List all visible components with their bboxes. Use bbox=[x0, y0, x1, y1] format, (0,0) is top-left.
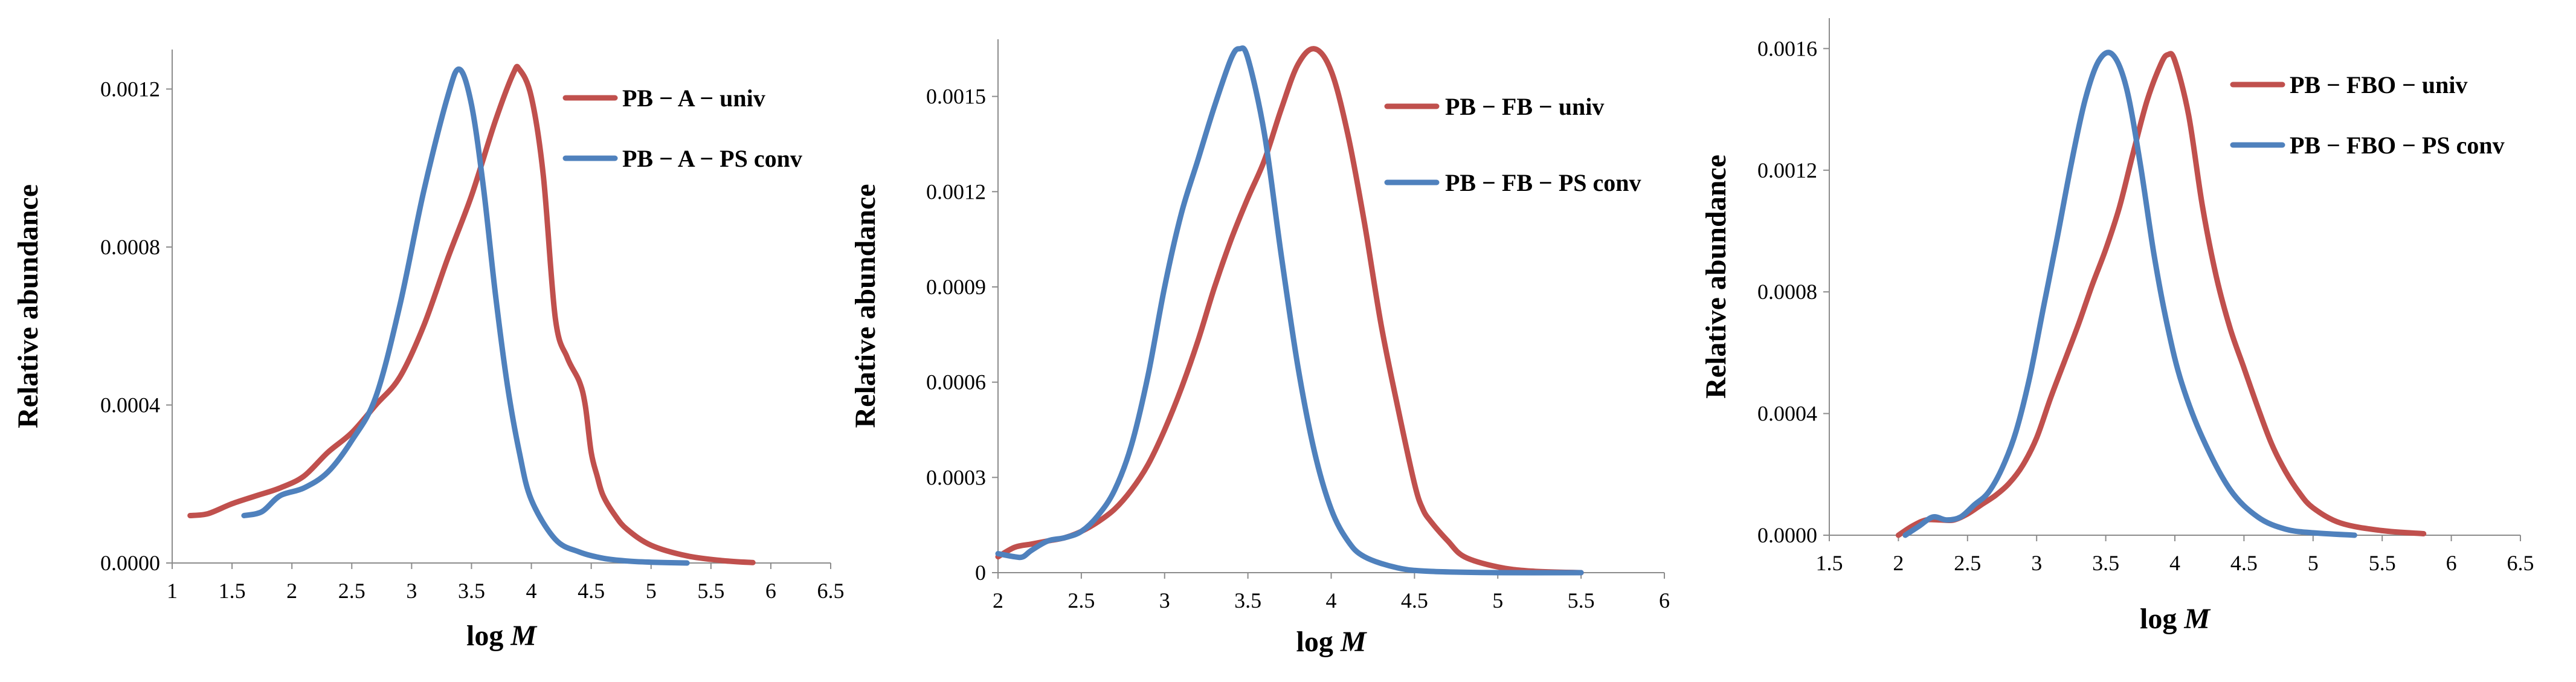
y-tick-label: 0.0016 bbox=[1757, 36, 1817, 60]
y-tick-label: 0.0000 bbox=[1757, 523, 1817, 547]
y-tick-label: 0 bbox=[975, 561, 986, 585]
x-tick-label: 2.5 bbox=[1067, 588, 1095, 613]
x-tick-label: 2.5 bbox=[338, 579, 365, 603]
x-tick-label: 1 bbox=[167, 579, 178, 603]
x-tick-label: 5.5 bbox=[2369, 551, 2396, 575]
y-tick-label: 0.0008 bbox=[100, 235, 160, 259]
series-line-psconv bbox=[1902, 50, 2357, 538]
x-tick-label: 5.5 bbox=[697, 579, 724, 603]
x-axis-title-variable: M bbox=[2183, 603, 2211, 635]
legend-label-psconv: PB − FBO − PS conv bbox=[2290, 132, 2505, 159]
x-tick-label: 5.5 bbox=[1568, 588, 1595, 613]
x-tick-label: 5 bbox=[1492, 588, 1503, 613]
chart-panel-3: 0.0000 0.0004 0.0008 0.0012 0.0016 1.5 2 2.5 3 3.… bbox=[1700, 18, 2534, 635]
y-tick-label: 0.0000 bbox=[100, 551, 160, 575]
x-axis-title-variable: M bbox=[1340, 626, 1368, 658]
x-tick-label: 6.5 bbox=[817, 579, 845, 603]
x-tick-label: 2 bbox=[1893, 551, 1904, 575]
y-tick-label: 0.0012 bbox=[926, 179, 986, 204]
chart-panel-2: 0 0.0003 0.0006 0.0009 0.0012 0.0015 2 2.5 3 3.5 4… bbox=[849, 39, 1670, 658]
y-tick-label: 0.0004 bbox=[100, 393, 160, 417]
x-tick-label: 2.5 bbox=[1954, 551, 1981, 575]
y-axis-title: Relative abundance bbox=[1700, 155, 1732, 399]
y-tick-label: 0.0004 bbox=[1757, 402, 1817, 426]
legend-label-psconv: PB − A − PS conv bbox=[622, 145, 802, 172]
legend-label-univ: PB − FB − univ bbox=[1445, 93, 1604, 120]
x-tick-label: 4 bbox=[1326, 588, 1337, 613]
chart-panel-1: 0.0000 0.0004 0.0008 0.0012 1 1.5 2 2.5 3 3.5 4 4.5… bbox=[12, 50, 845, 652]
x-tick-label: 4.5 bbox=[2230, 551, 2258, 575]
x-tick-label: 4 bbox=[2169, 551, 2180, 575]
x-tick-label: 2 bbox=[286, 579, 297, 603]
x-axis-title: log M bbox=[466, 620, 538, 652]
x-axis-title-prefix: log bbox=[1296, 626, 1340, 658]
x-tick-label: 3.5 bbox=[458, 579, 485, 603]
x-tick-label: 3.5 bbox=[2092, 551, 2119, 575]
x-tick-label: 5 bbox=[646, 579, 657, 603]
series-line-univ bbox=[1895, 51, 2427, 538]
series-line-psconv bbox=[241, 66, 690, 566]
x-tick-label: 1.5 bbox=[1816, 551, 1843, 575]
y-axis-title: Relative abundance bbox=[12, 184, 44, 428]
y-tick-label: 0.0015 bbox=[926, 85, 986, 109]
legend-label-univ: PB − A − univ bbox=[622, 85, 765, 112]
x-tick-label: 3 bbox=[1159, 588, 1170, 613]
x-tick-label: 6.5 bbox=[2507, 551, 2534, 575]
y-tick-label: 0.0012 bbox=[100, 77, 160, 101]
x-tick-label: 4.5 bbox=[578, 579, 605, 603]
x-tick-label: 2 bbox=[993, 588, 1003, 613]
legend-label-psconv: PB − FB − PS conv bbox=[1445, 169, 1641, 196]
x-axis-title-variable: M bbox=[510, 620, 538, 652]
y-tick-label: 0.0012 bbox=[1757, 158, 1817, 182]
x-axis-title: log M bbox=[2140, 603, 2211, 635]
x-axis-title-prefix: log bbox=[2140, 603, 2184, 635]
x-tick-label: 6 bbox=[765, 579, 776, 603]
y-tick-label: 0.0009 bbox=[926, 275, 986, 299]
x-tick-label: 4.5 bbox=[1401, 588, 1428, 613]
series-line-univ bbox=[187, 63, 756, 565]
y-tick-label: 0.0006 bbox=[926, 370, 986, 394]
x-tick-label: 3.5 bbox=[1234, 588, 1261, 613]
x-axis-title-prefix: log bbox=[466, 620, 510, 652]
x-tick-label: 3 bbox=[406, 579, 417, 603]
x-tick-label: 6 bbox=[1659, 588, 1670, 613]
y-tick-label: 0.0003 bbox=[926, 465, 986, 489]
x-tick-label: 4 bbox=[526, 579, 537, 603]
x-tick-label: 5 bbox=[2308, 551, 2319, 575]
x-tick-label: 6 bbox=[2446, 551, 2457, 575]
x-tick-label: 1.5 bbox=[219, 579, 246, 603]
y-axis-title: Relative abundance bbox=[849, 184, 881, 428]
legend-label-univ: PB − FBO − univ bbox=[2290, 71, 2468, 98]
series-line-univ bbox=[995, 46, 1584, 576]
y-tick-label: 0.0008 bbox=[1757, 280, 1817, 304]
x-tick-label: 3 bbox=[2031, 551, 2042, 575]
x-axis-title: log M bbox=[1296, 626, 1367, 658]
series-line-psconv bbox=[995, 45, 1584, 576]
